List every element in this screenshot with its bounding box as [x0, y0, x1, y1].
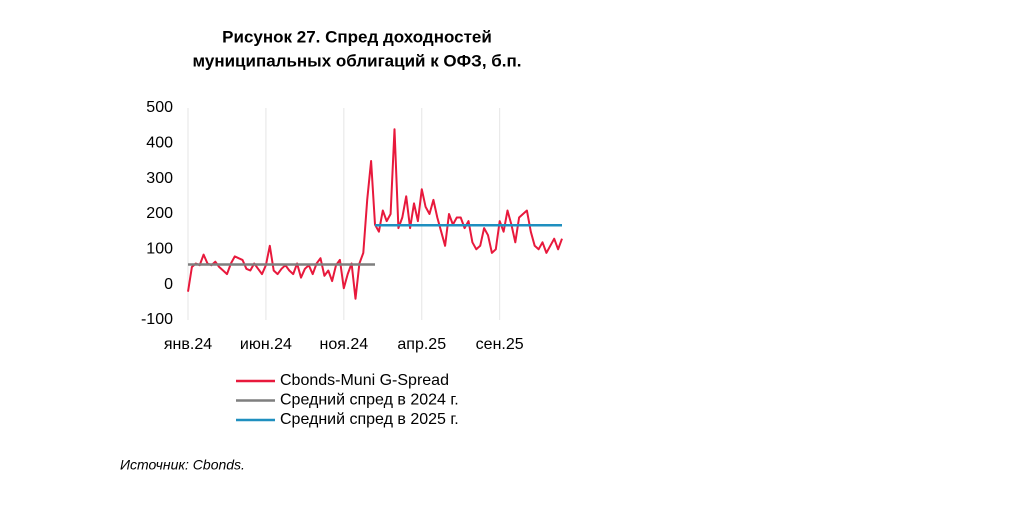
x-tick-label: апр.25: [397, 336, 446, 353]
legend-label: Cbonds-Muni G-Spread: [280, 372, 449, 389]
legend-label: Средний спред в 2024 г.: [280, 392, 459, 409]
x-tick-label: янв.24: [164, 336, 212, 353]
x-tick-label: ноя.24: [320, 336, 369, 353]
y-tick-label: 200: [146, 205, 173, 222]
y-tick-label: 100: [146, 241, 173, 258]
x-tick-label: сен.25: [476, 336, 524, 353]
legend-label: Средний спред в 2025 г.: [280, 411, 459, 428]
y-tick-label: 400: [146, 135, 173, 152]
series-line: [187, 128, 563, 300]
chart-title: Рисунок 27. Спред доходностей: [222, 27, 492, 46]
x-tick-label: июн.24: [240, 336, 292, 353]
y-tick-label: 300: [146, 170, 173, 187]
source: Источник: Cbonds.: [120, 457, 245, 473]
y-tick-label: 500: [146, 99, 173, 116]
y-tick-label: -100: [141, 311, 173, 328]
chart-title: муниципальных облигаций к ОФЗ, б.п.: [193, 51, 522, 70]
y-tick-label: 0: [164, 276, 173, 293]
